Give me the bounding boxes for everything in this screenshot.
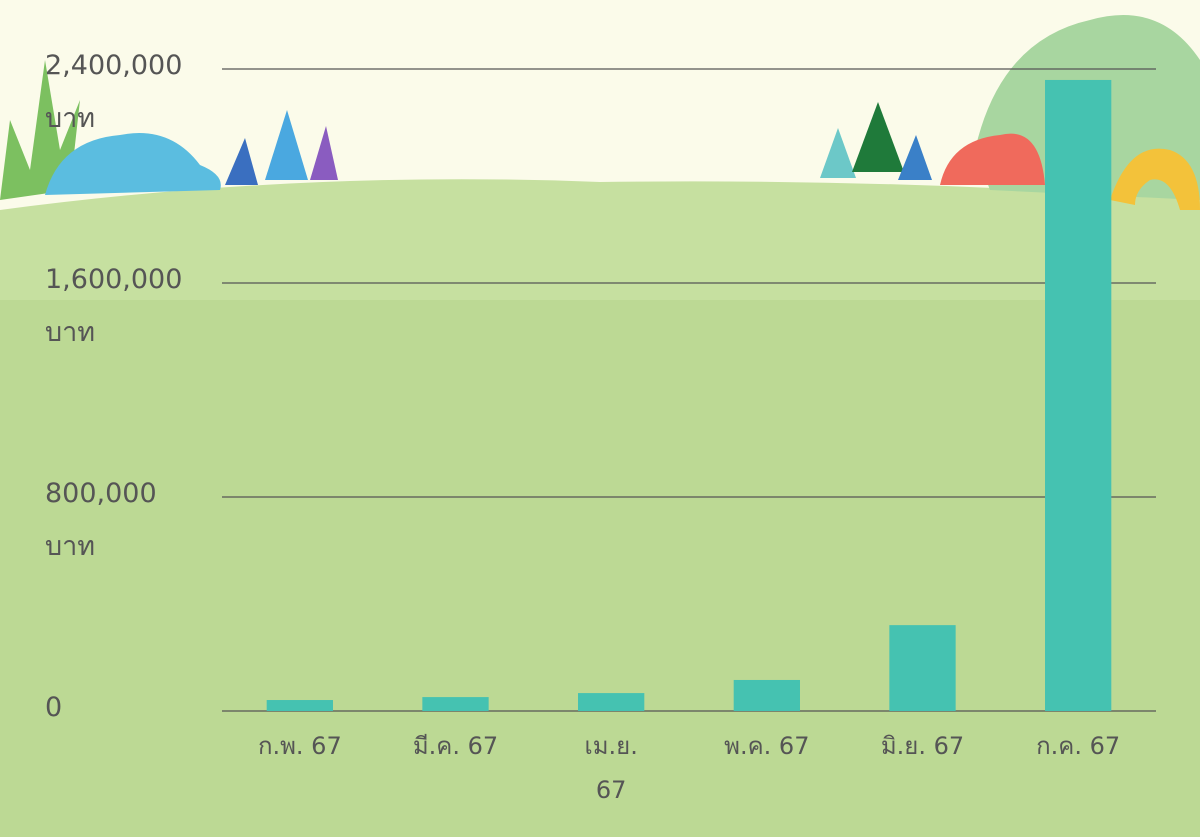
x-tick-label: ก.ค. 67 xyxy=(1036,732,1121,760)
bar xyxy=(889,625,956,711)
x-tick-label: เม.ย. 67 xyxy=(584,732,638,804)
y-tick-label: 2,400,000 บาท xyxy=(45,50,183,134)
x-tick-label: พ.ค. 67 xyxy=(724,732,810,760)
y-tick-label: 0 xyxy=(45,692,63,723)
bar xyxy=(578,693,645,711)
x-tick-label: มิ.ย. 67 xyxy=(880,732,965,760)
bar xyxy=(422,697,489,711)
x-tick-label: ก.พ. 67 xyxy=(257,732,342,760)
y-tick-label: 1,600,000 บาท xyxy=(45,264,183,348)
x-tick-label: มี.ค. 67 xyxy=(412,732,499,760)
bar xyxy=(266,700,333,711)
bar xyxy=(733,679,800,711)
bar xyxy=(1045,79,1112,711)
y-tick-label: 800,000 บาท xyxy=(45,478,157,562)
